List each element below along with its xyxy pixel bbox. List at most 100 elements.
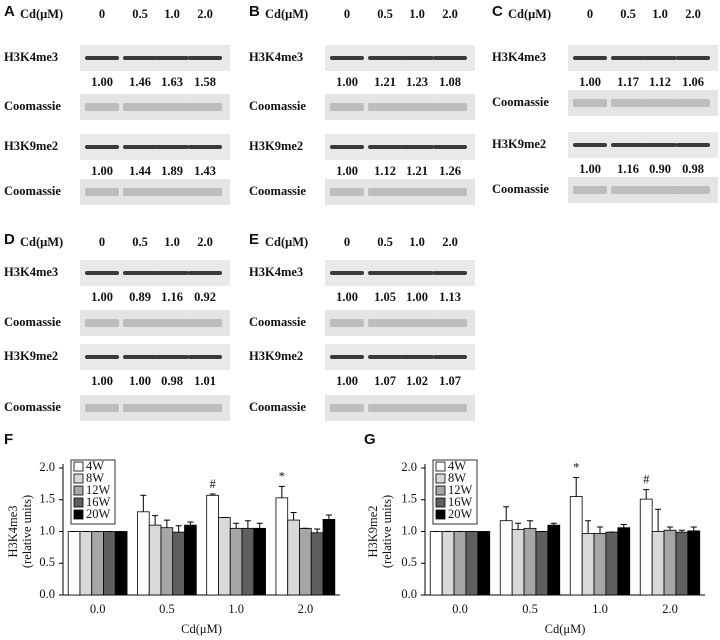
row-label: H3K4me3 <box>4 50 58 64</box>
legend-label: 8W <box>448 471 466 485</box>
band <box>643 99 677 107</box>
x-tick-label: 0.0 <box>452 602 468 616</box>
ratio: 1.00 <box>91 290 113 304</box>
bar <box>535 531 549 596</box>
band <box>155 319 189 327</box>
error-bar <box>325 514 332 520</box>
band <box>188 271 222 275</box>
bar <box>310 532 324 596</box>
y-tick-label: 0.5 <box>401 555 417 569</box>
x-tick-label: 1.0 <box>592 602 608 616</box>
bar <box>547 524 561 596</box>
band <box>85 404 119 412</box>
lane-label: 1.0 <box>164 235 180 249</box>
row-label: H3K4me3 <box>492 50 546 64</box>
band <box>330 355 364 359</box>
legend-swatch <box>73 497 84 508</box>
y-tick-label: 0.0 <box>39 587 55 601</box>
band <box>155 56 189 60</box>
ratio: 1.06 <box>682 75 704 89</box>
error-bar <box>290 511 297 521</box>
lane-label: 2.0 <box>197 235 213 249</box>
ratio: 1.07 <box>374 374 396 388</box>
y-tick-label: 1.5 <box>401 492 417 506</box>
lane-label: 2.0 <box>442 235 458 249</box>
x-axis-label: Cd(μM) <box>181 622 222 636</box>
error-bar <box>585 520 592 534</box>
band <box>400 56 434 60</box>
legend-label: 20W <box>448 507 473 521</box>
x-tick-label: 0.0 <box>90 602 106 616</box>
legend-swatch <box>73 509 84 520</box>
band <box>188 188 222 196</box>
error-bar <box>515 522 522 530</box>
band <box>123 355 157 359</box>
y-tick-label: 2.0 <box>39 460 55 474</box>
bar <box>523 527 537 596</box>
row-label: H3K9me2 <box>492 137 546 151</box>
band <box>155 271 189 275</box>
ratio: 1.00 <box>336 374 358 388</box>
lane-label: 0 <box>99 7 105 21</box>
y-tick-label: 2.0 <box>401 460 417 474</box>
ratio: 1.00 <box>336 290 358 304</box>
bar <box>639 498 653 596</box>
bar <box>617 527 631 596</box>
x-tick-label: 2.0 <box>662 602 678 616</box>
band <box>643 186 677 194</box>
bar <box>137 511 150 596</box>
legend-swatch <box>73 461 84 472</box>
row-label: H3K9me2 <box>249 139 303 153</box>
y-tick-label: 1.0 <box>39 523 55 537</box>
band <box>676 99 710 107</box>
band <box>368 355 402 359</box>
error-bar <box>527 520 533 529</box>
band <box>330 145 364 149</box>
bar <box>241 527 255 596</box>
band <box>611 186 645 194</box>
bar <box>511 529 525 596</box>
y-axis-label: (relative units) <box>20 495 34 568</box>
bar <box>172 531 185 596</box>
y-axis-label: H3K4me3 <box>6 505 20 557</box>
bar <box>114 531 128 596</box>
band <box>155 404 189 412</box>
ratio: 0.98 <box>161 374 183 388</box>
blot-header: Cd(μM) <box>20 235 63 249</box>
band <box>330 103 364 111</box>
band <box>188 103 222 111</box>
error-bar <box>152 515 159 526</box>
bar <box>465 531 479 596</box>
band <box>400 355 434 359</box>
legend-swatch <box>435 485 446 496</box>
band <box>123 319 157 327</box>
legend-swatch <box>73 485 84 496</box>
row-label: Coomassie <box>4 400 61 414</box>
blot-header: Cd(μM) <box>20 7 63 21</box>
lane-label: 1.0 <box>409 7 425 21</box>
bar <box>453 531 467 596</box>
band <box>85 355 119 359</box>
ratio: 1.08 <box>439 75 461 89</box>
error-bar <box>244 520 251 529</box>
band <box>643 56 677 60</box>
row-label: H3K4me3 <box>249 50 303 64</box>
bar <box>675 531 689 596</box>
bar <box>499 520 513 596</box>
error-bar <box>175 525 182 533</box>
band <box>643 143 677 147</box>
bar <box>441 531 455 596</box>
ratio: 1.01 <box>194 374 216 388</box>
band <box>611 56 645 60</box>
bar <box>148 524 162 596</box>
ratio: 1.21 <box>374 75 396 89</box>
lane-label: 2.0 <box>442 7 458 21</box>
x-tick-label: 1.0 <box>228 602 244 616</box>
ratio: 1.00 <box>579 75 601 89</box>
band <box>123 404 157 412</box>
ratio: 1.00 <box>91 374 113 388</box>
error-bar <box>690 526 697 531</box>
bar <box>581 533 595 596</box>
lane-label: 1.0 <box>164 7 180 21</box>
error-bar <box>278 485 285 498</box>
